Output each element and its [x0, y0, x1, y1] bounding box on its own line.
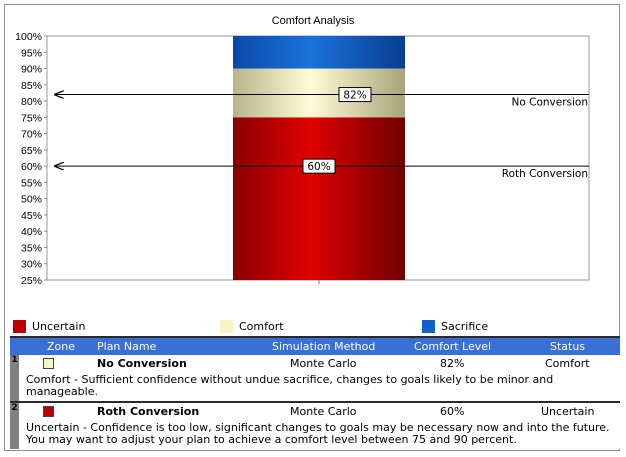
- marker-plan-label: No Conversion: [512, 97, 588, 109]
- legend-item-sacrifice: Sacrifice: [422, 318, 488, 334]
- legend-swatch: [220, 319, 233, 333]
- table-row: 1 No Conversion Monte Carlo 82% Comfort …: [10, 355, 620, 401]
- col-comfort-level: Comfort Level: [414, 340, 492, 353]
- y-tick-label: 55%: [21, 177, 42, 189]
- comfort-chart: Comfort Analysis 25% 30% 35% 40% 45% 50% 55% 60…: [15, 15, 590, 287]
- simulation-method: Monte Carlo: [290, 405, 357, 418]
- col-zone: Zone: [47, 340, 76, 353]
- marker-value-label: 60%: [307, 161, 330, 173]
- y-tick-label: 35%: [21, 242, 42, 254]
- col-simulation-method: Simulation Method: [272, 340, 376, 353]
- table-row: 2 Roth Conversion Monte Carlo 60% Uncert…: [10, 403, 620, 449]
- table-header: Zone Plan Name Simulation Method Comfort…: [10, 336, 620, 355]
- legend-label: Sacrifice: [441, 319, 489, 333]
- zone-description: Comfort - Sufficient confidence without …: [26, 373, 554, 398]
- y-tick-label: 60%: [21, 161, 42, 173]
- row-number: 1: [10, 355, 19, 401]
- zone-swatch: [43, 358, 54, 369]
- y-tick-label: 30%: [21, 259, 42, 271]
- plan-table: Zone Plan Name Simulation Method Comfort…: [10, 336, 620, 449]
- y-tick-label: 40%: [21, 226, 42, 238]
- legend-label: Uncertain: [32, 319, 86, 333]
- marker-plan-label: Roth Conversion: [502, 168, 588, 180]
- y-tick-label: 95%: [21, 47, 42, 59]
- y-tick-label: 65%: [21, 145, 42, 157]
- chart-legend: Uncertain Comfort Sacrifice: [10, 316, 619, 336]
- marker-value-label: 82%: [343, 90, 366, 102]
- y-tick-label: 50%: [21, 194, 42, 206]
- zone-description: Uncertain - Confidence is too low, signi…: [26, 421, 610, 446]
- y-tick-label: 70%: [21, 129, 42, 141]
- y-tick-label: 25%: [21, 275, 42, 287]
- marker-label-box: [338, 87, 372, 103]
- band-sacrifice: [233, 36, 405, 69]
- y-tick-label: 80%: [21, 96, 42, 108]
- legend-item-uncertain: Uncertain: [13, 318, 85, 334]
- simulation-method: Monte Carlo: [290, 357, 357, 370]
- marker-label-box: [302, 158, 336, 174]
- chart-title: Comfort Analysis: [272, 15, 355, 27]
- y-tick-label: 100%: [15, 31, 42, 43]
- y-tick-label: 85%: [21, 80, 42, 92]
- legend-swatch: [422, 319, 435, 333]
- col-status: Status: [550, 340, 586, 353]
- comfort-level: 60%: [440, 405, 465, 418]
- band-uncertain: [233, 117, 405, 280]
- band-comfort: [233, 68, 405, 118]
- y-tick-label: 75%: [21, 112, 42, 124]
- zone-swatch: [43, 406, 54, 417]
- y-tick-label: 90%: [21, 64, 42, 76]
- legend-swatch: [13, 319, 26, 333]
- comfort-analysis-panel: Comfort Analysis 25% 30% 35% 40% 45% 50% 55% 60…: [4, 4, 620, 451]
- comfort-level: 82%: [440, 357, 465, 370]
- status: Comfort: [545, 357, 590, 370]
- plan-name: No Conversion: [97, 357, 187, 370]
- col-plan-name: Plan Name: [97, 340, 157, 353]
- plan-name: Roth Conversion: [97, 405, 200, 418]
- legend-item-comfort: Comfort: [220, 318, 284, 334]
- status: Uncertain: [541, 405, 595, 418]
- legend-label: Comfort: [239, 319, 284, 333]
- y-tick-label: 45%: [21, 210, 42, 222]
- row-number: 2: [10, 403, 19, 449]
